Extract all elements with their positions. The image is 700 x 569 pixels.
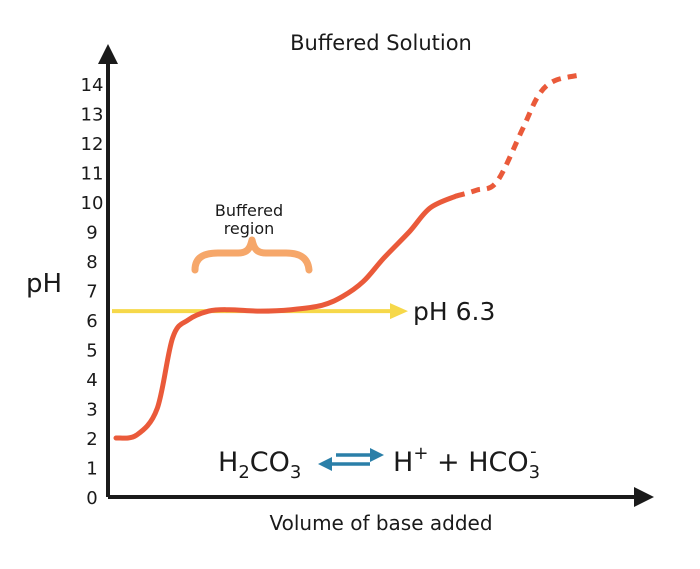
equilibrium-equation: H2CO3 H+ + HCO3- [218, 441, 540, 483]
eq-h-plus-sup: + [413, 443, 428, 464]
ph-reference-label: pH 6.3 [413, 297, 495, 326]
eq-co: CO [250, 447, 290, 478]
eq-h: H [218, 447, 238, 478]
eq-h-plus: H [393, 447, 413, 478]
y-tick-label: 14 [81, 75, 104, 96]
y-tick-label: 2 [86, 429, 97, 450]
titration-curve-solid [113, 193, 459, 441]
eq-co-sub: 3 [290, 462, 301, 483]
y-tick-label: 8 [86, 252, 97, 273]
eq-h-sub: 2 [238, 462, 249, 483]
y-tick-label: 7 [86, 282, 97, 303]
x-axis-arrowhead [634, 487, 654, 507]
equilibrium-arrows [318, 448, 384, 471]
y-axis-arrowhead [98, 44, 118, 64]
y-tick-label: 9 [86, 223, 97, 244]
y-tick-label: 10 [81, 193, 104, 214]
eq-hco-sup: - [530, 441, 537, 462]
x-axis-label: Volume of base added [269, 511, 492, 535]
titration-curve-dotted [455, 72, 581, 199]
y-tick-label: 11 [81, 164, 104, 185]
y-tick-label: 1 [86, 459, 97, 480]
chart-title: Buffered Solution [290, 31, 472, 55]
y-tick-label: 13 [81, 105, 104, 126]
ph-reference-arrowhead [390, 303, 408, 320]
y-tick-label: 4 [86, 370, 97, 391]
y-tick-label: 3 [86, 400, 97, 421]
eq-hco: + HCO [428, 447, 528, 478]
y-tick-label: 5 [86, 341, 97, 362]
buffered-region-label-line1: Buffered [215, 201, 283, 220]
y-tick-label: 0 [86, 488, 97, 509]
eq-hco-sub: 3 [529, 462, 540, 483]
y-tick-label: 12 [81, 134, 104, 155]
y-tick-label: 6 [86, 311, 97, 332]
svg-text:H2CO3: H2CO3 [218, 447, 301, 483]
svg-text:H+ + HCO3-: H+ + HCO3- [393, 441, 540, 483]
buffered-region-brace [191, 236, 313, 274]
y-axis-label: pH [26, 269, 62, 299]
buffered-region-label-line2: region [224, 219, 275, 238]
